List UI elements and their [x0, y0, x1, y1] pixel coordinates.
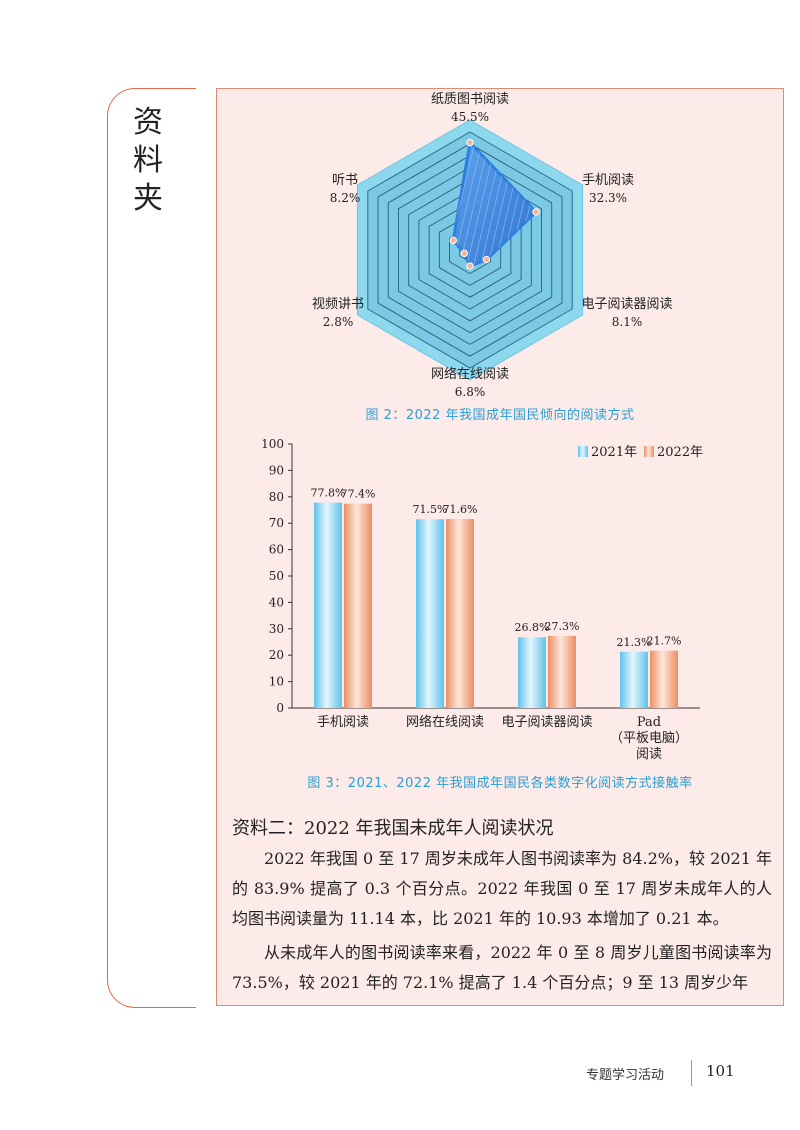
y-tick-label: 10: [269, 675, 284, 689]
y-tick-label: 30: [269, 622, 284, 636]
radar-point: [449, 236, 457, 245]
radar-grid-ring: [398, 166, 542, 334]
footer-label: 专题学习活动: [586, 1068, 665, 1083]
radar-axis-label: 手机阅读: [582, 173, 634, 188]
radar-value-label: 6.8%: [455, 385, 486, 399]
x-tick-label: （平板电脑）: [610, 731, 688, 746]
radar-axis-label: 网络在线阅读: [431, 366, 509, 382]
x-tick-label: 阅读: [636, 747, 662, 762]
radar-axis-label: 纸质图书阅读: [431, 92, 509, 107]
bar-value-label: 71.6%: [443, 503, 478, 516]
y-tick-label: 80: [269, 490, 284, 504]
radar-value-label: 8.1%: [612, 315, 643, 329]
bar-2022: [548, 635, 576, 708]
x-tick-label: 网络在线阅读: [406, 714, 484, 730]
radar-point: [532, 208, 540, 216]
bar-2022: [344, 503, 372, 708]
y-tick-label: 20: [269, 648, 284, 662]
page-number: 101: [706, 1062, 735, 1080]
radar-point: [466, 262, 474, 270]
y-tick-label: 40: [269, 595, 284, 609]
y-tick-label: 50: [269, 569, 284, 583]
y-tick-label: 90: [269, 463, 284, 477]
sidebar-title: 资 料 夹: [133, 105, 163, 216]
bar-2021: [314, 502, 342, 708]
radar-value-label: 45.5%: [451, 110, 489, 124]
radar-point: [466, 138, 474, 147]
radar-value-label: 2.8%: [323, 315, 354, 329]
sidebar-frame: [107, 88, 196, 1008]
x-tick-label: Pad: [637, 715, 661, 730]
y-tick-label: 0: [276, 701, 284, 715]
legend-swatch: [644, 446, 654, 457]
bar-value-label: 27.3%: [545, 620, 580, 633]
radar-grid-ring: [377, 143, 563, 357]
bar-value-label: 77.4%: [341, 488, 376, 501]
bar-2021: [416, 519, 444, 708]
x-tick-label: 手机阅读: [317, 715, 369, 730]
legend-swatch: [578, 446, 588, 457]
radar-axis-label: 听书: [332, 173, 358, 188]
bar-chart-caption: 图 3：2021、2022 年我国成年国民各类数字化阅读方式接触率: [307, 776, 693, 791]
y-tick-label: 100: [261, 437, 284, 451]
footer-divider: [691, 1060, 692, 1086]
radar-value-label: 32.3%: [589, 191, 627, 205]
paragraph: 2022 年我国 0 至 17 周岁未成年人图书阅读率为 84.2%，较 202…: [232, 849, 772, 928]
bar-2021: [518, 637, 546, 708]
bar-value-label: 77.8%: [311, 487, 346, 500]
x-tick-label: 电子阅读器阅读: [501, 715, 592, 730]
bar-2021: [620, 651, 648, 708]
y-tick-label: 70: [269, 516, 284, 530]
legend-label: 2022年: [657, 445, 703, 460]
legend-label: 2021年: [591, 445, 637, 460]
radar-point: [460, 249, 468, 258]
bar-2022: [650, 650, 678, 708]
radar-value-label: 8.2%: [330, 191, 361, 205]
bar-2022: [446, 518, 474, 708]
radar-axis-label: 视频讲书: [312, 297, 364, 312]
radar-grid-ring: [387, 155, 553, 345]
bar-value-label: 26.8%: [515, 621, 550, 634]
bar-value-label: 71.5%: [413, 503, 448, 516]
section-heading: 资料二：2022 年我国未成年人阅读状况: [232, 818, 554, 839]
radar-chart-caption: 图 2：2022 年我国成年国民倾向的阅读方式: [365, 408, 635, 423]
y-tick-label: 60: [269, 543, 284, 557]
bar-value-label: 21.3%: [617, 636, 652, 649]
paragraph: 从未成年人的图书阅读率来看，2022 年 0 至 8 周岁儿童图书阅读率为 73…: [232, 943, 772, 992]
radar-axis-label: 电子阅读器阅读: [581, 297, 672, 312]
bar-value-label: 21.7%: [647, 635, 682, 648]
radar-point: [482, 255, 491, 264]
